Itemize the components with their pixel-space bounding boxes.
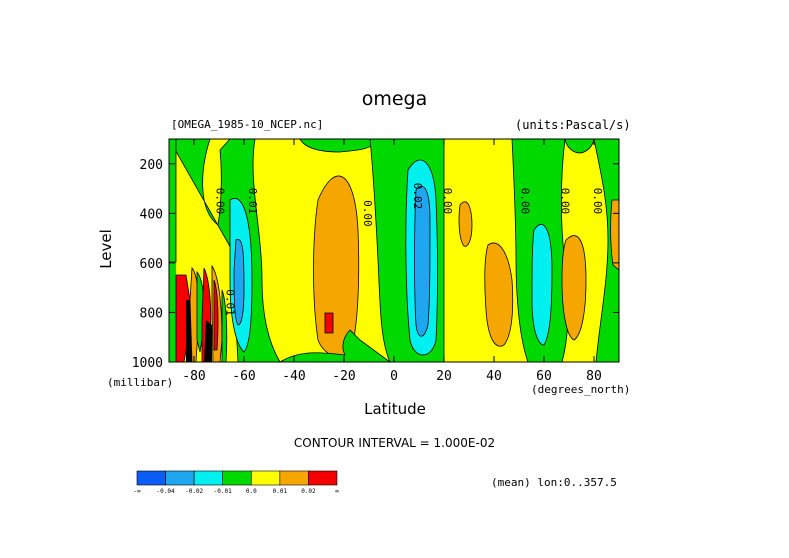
x-tick-label: 80	[586, 369, 602, 384]
colorbar-label: ∞	[335, 488, 339, 495]
x-tick-label: 60	[536, 369, 552, 384]
colorbar-label: 0.02	[301, 488, 316, 495]
y-tick-label: 400	[140, 207, 163, 222]
south-orange-region	[313, 175, 360, 358]
y-tick-label: 800	[140, 306, 163, 321]
x-tick-label: -80	[182, 369, 205, 384]
x-tick-label: -60	[232, 369, 255, 384]
south-green-region	[169, 139, 281, 362]
north-orange-d-region	[610, 199, 619, 271]
contour-interval-label: CONTOUR INTERVAL = 1.000E-02	[293, 436, 496, 450]
chart-title: omega	[361, 88, 428, 110]
y-axis: 200 400 600 800 1000	[132, 158, 619, 371]
file-label: [OMEGA_1985-10_NCEP.nc]	[171, 118, 324, 131]
x-tick-label: -20	[332, 369, 355, 384]
south-pole-mixed-region	[169, 262, 236, 362]
contour-label: 0.00	[519, 188, 532, 215]
contour-label: 0.00	[591, 188, 604, 215]
north-orange-c-region	[561, 235, 587, 341]
colorbar-label: 0.01	[273, 488, 288, 495]
units-label: (units:Pascal/s)	[515, 118, 631, 132]
x-axis-unit: (degrees_north)	[531, 383, 631, 396]
contour-labels: 0.00 0.01 0.00 0.02 0.00 0.00 0.00 0.00 0.01	[214, 183, 605, 316]
contour-label: 0.00	[559, 188, 572, 215]
south-red-region	[324, 312, 334, 334]
x-axis: -80 -60 -40 -20 0 20 40 60 80	[182, 139, 602, 384]
y-tick-label: 200	[140, 158, 163, 173]
x-tick-label: 40	[486, 369, 502, 384]
north-green-top-region	[564, 139, 595, 154]
south-green-strip	[169, 139, 177, 263]
contour-label: 0.00	[214, 188, 227, 215]
colorbar-swatch	[279, 470, 309, 486]
north-orange-a-region	[458, 201, 473, 247]
colorbar-label: -0.01	[214, 488, 232, 495]
x-tick-label: -40	[282, 369, 305, 384]
colorbar-swatch	[136, 470, 166, 486]
y-tick-label: 1000	[132, 356, 163, 371]
colorbar-swatch	[165, 470, 195, 486]
y-axis-title: Level	[96, 229, 115, 269]
north-orange-b-region	[484, 242, 514, 347]
north-green-b-region	[593, 139, 619, 362]
x-tick-label: 0	[390, 369, 398, 384]
colorbar-swatch	[193, 470, 224, 486]
south-blue-region	[233, 239, 245, 326]
colorbar-label: -0.02	[185, 488, 203, 495]
x-tick-label: 20	[436, 369, 452, 384]
colorbar: -∞ -0.04 -0.02 -0.01 0.0 0.01 0.02 ∞	[133, 470, 339, 495]
colorbar-label: -0.04	[157, 488, 175, 495]
y-tick-label: 600	[140, 257, 163, 272]
contour-label: 0.00	[361, 200, 374, 227]
colorbar-swatch	[222, 470, 252, 486]
north-cyan-region	[531, 223, 553, 346]
colorbar-label: 0.0	[246, 488, 257, 495]
y-axis-unit: (millibar)	[107, 376, 174, 389]
x-axis-title: Latitude	[364, 400, 426, 418]
contour-label: 0.00	[441, 188, 454, 215]
mean-label: (mean) lon:0..357.5	[491, 476, 617, 489]
colorbar-swatch	[308, 470, 338, 486]
contour-label: 0.02	[411, 183, 424, 210]
contour-label: 0.01	[224, 289, 237, 316]
low-green-region	[279, 329, 391, 362]
contour-label: 0.01	[246, 188, 259, 215]
colorbar-swatch	[250, 470, 281, 486]
equator-blue-region	[414, 185, 431, 337]
colorbar-label: -∞	[133, 488, 141, 495]
